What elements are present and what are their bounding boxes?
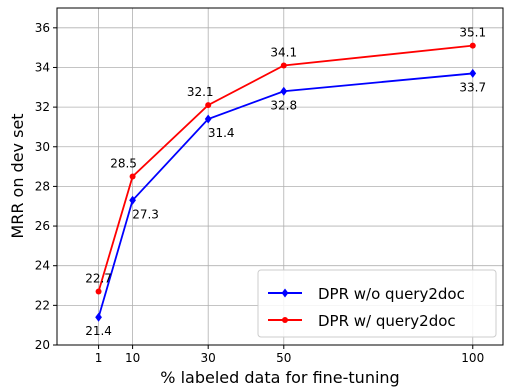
y-tick-label: 20 (35, 338, 50, 352)
y-tick-label: 26 (35, 219, 50, 233)
data-point-series-1 (95, 312, 102, 322)
data-label-series-2: 22.7 (85, 271, 112, 285)
data-label-layer: 21.4 27.3 31.4 32.8 33.7 22.7 28.5 32.1 34.1 35.1 (85, 26, 486, 339)
legend-label-series-2: DPR w/ query2doc (318, 312, 456, 330)
data-point-series-2 (205, 102, 212, 109)
legend-marker-series-2 (282, 317, 288, 323)
data-point-series-1 (469, 68, 477, 78)
series-line-2 (97, 44, 473, 292)
legend: DPR w/o query2doc DPR w/ query2doc (257, 269, 497, 338)
data-label-series-1: 27.3 (132, 207, 159, 221)
data-label-series-2: 28.5 (110, 157, 137, 171)
series-layer (95, 42, 477, 322)
y-tick-label: 30 (35, 140, 50, 154)
x-tick-label: 50 (276, 351, 291, 365)
x-tick-label: 1 (95, 351, 103, 365)
data-label-series-1: 33.7 (459, 80, 486, 94)
legend-label-series-1: DPR w/o query2doc (318, 285, 465, 303)
y-tick-label: 22 (35, 298, 50, 312)
data-label-series-2: 32.1 (187, 85, 214, 99)
x-tick-label: 30 (201, 351, 216, 365)
data-point-series-2 (469, 42, 476, 49)
x-tick-label: 10 (125, 351, 140, 365)
y-tick-label: 34 (35, 60, 50, 74)
tick-layer: 1 10 30 50 100 20 22 24 26 28 30 32 34 36 (35, 21, 484, 365)
data-point-series-1 (204, 114, 212, 124)
legend-box (257, 269, 497, 338)
data-point-series-2 (95, 288, 102, 295)
y-axis-label: MRR on dev set (8, 113, 27, 238)
data-label-series-2: 34.1 (270, 45, 297, 59)
legend-marker-series-1 (281, 288, 289, 298)
y-tick-label: 32 (35, 100, 50, 114)
y-tick-label: 36 (35, 21, 50, 35)
x-axis-label: % labeled data for fine-tuning (160, 368, 399, 387)
data-point-series-1 (129, 195, 136, 205)
data-label-series-1: 31.4 (208, 126, 235, 140)
y-tick-label: 28 (35, 179, 50, 193)
data-label-series-2: 35.1 (459, 26, 486, 40)
x-tick-label: 100 (461, 351, 484, 365)
data-point-series-1 (280, 86, 288, 96)
data-label-series-1: 32.8 (270, 98, 297, 112)
y-tick-label: 24 (35, 259, 50, 273)
data-point-series-2 (129, 173, 136, 180)
data-point-series-2 (280, 62, 287, 69)
data-label-series-1: 21.4 (85, 324, 112, 338)
plot-frame (56, 7, 504, 346)
